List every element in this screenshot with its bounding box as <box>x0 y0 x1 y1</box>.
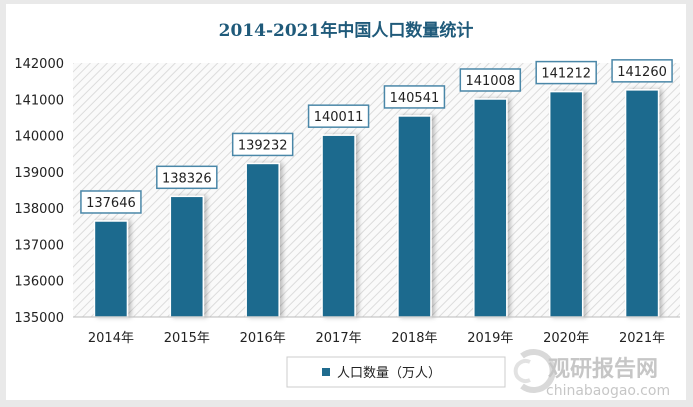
data-label-box <box>459 68 522 92</box>
data-label-box <box>80 190 142 214</box>
watermark-logo: 观研报告网 chinabaogao.com <box>513 349 670 399</box>
data-label-box <box>611 59 673 83</box>
bar <box>169 195 205 318</box>
y-tick-label: 140000 <box>14 130 64 145</box>
y-tick-label: 138000 <box>14 202 64 217</box>
x-tick-label: 2017年 <box>316 331 362 346</box>
x-tick-label: 2019年 <box>467 331 513 346</box>
bar <box>473 98 508 318</box>
x-tick-label: 2021年 <box>619 331 665 346</box>
x-tick-label: 2018年 <box>391 331 437 346</box>
x-tick-label: 2016年 <box>240 331 286 346</box>
legend: 人口数量（万人） <box>286 356 506 388</box>
y-tick-label: 139000 <box>14 166 64 181</box>
data-label-box <box>156 165 218 190</box>
data-label-box <box>535 60 597 85</box>
data-label: 141008 <box>465 74 515 89</box>
bar <box>397 115 432 318</box>
bar <box>624 89 660 318</box>
data-label: 140541 <box>390 91 440 106</box>
svg-text:观研报告网: 观研报告网 <box>548 357 658 382</box>
y-tick-label: 135000 <box>14 311 64 326</box>
y-tick-label: 141000 <box>14 93 64 108</box>
y-tick-label: 136000 <box>14 275 64 290</box>
data-label: 137646 <box>86 196 136 211</box>
legend-swatch <box>322 368 330 376</box>
bar <box>321 134 356 318</box>
x-tick-label: 2014年 <box>88 331 134 346</box>
data-label: 138326 <box>162 171 212 186</box>
svg-text:chinabaogao.com: chinabaogao.com <box>546 383 670 399</box>
bar <box>245 162 280 318</box>
data-label: 139232 <box>238 138 288 153</box>
legend-label: 人口数量（万人） <box>337 366 441 381</box>
bar <box>93 220 129 318</box>
bar <box>548 90 584 318</box>
y-tick-label: 137000 <box>14 238 64 253</box>
data-label: 141260 <box>617 65 667 80</box>
x-tick-label: 2015年 <box>164 331 210 346</box>
data-label: 141212 <box>541 67 591 82</box>
data-label-box <box>383 85 446 109</box>
x-tick-label: 2020年 <box>543 331 589 346</box>
chart-title: 2014-2021年中国人口数量统计 <box>219 20 474 41</box>
y-tick-label: 142000 <box>14 57 64 72</box>
data-label-box <box>307 104 370 128</box>
data-label-box <box>231 132 294 157</box>
data-label: 140011 <box>314 110 364 125</box>
plot-area <box>73 63 680 317</box>
